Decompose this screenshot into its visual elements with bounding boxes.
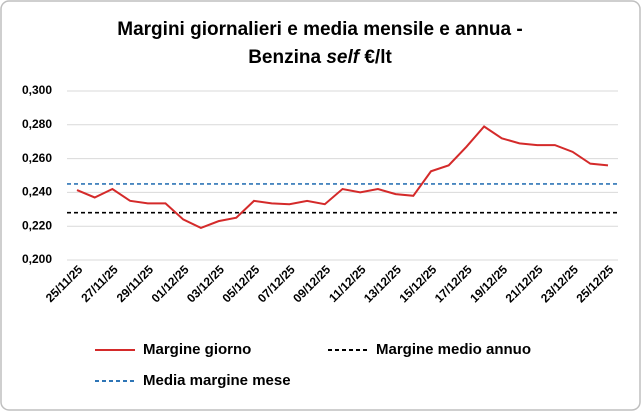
y-tick-label: 0,300 <box>22 83 52 97</box>
legend-label: Margine medio annuo <box>376 341 531 358</box>
y-tick-label: 0,260 <box>22 151 52 165</box>
y-tick-label: 0,200 <box>22 252 52 266</box>
data-line <box>76 125 609 229</box>
title-part: €/lt <box>364 47 392 68</box>
y-tick-label: 0,240 <box>22 185 52 199</box>
legend-label: Media margine mese <box>143 372 291 389</box>
y-tick-label: 0,220 <box>22 218 52 232</box>
title-line: Margini giornalieri e media mensile e an… <box>117 19 522 40</box>
legend-label: Margine giorno <box>143 341 251 358</box>
chart-title: Benzina self €/lt <box>248 47 392 68</box>
chart-title: Margini giornalieri e media mensile e an… <box>117 19 522 40</box>
y-tick-label: 0,280 <box>22 117 52 131</box>
title-part: self <box>326 47 360 68</box>
title-part: Benzina <box>248 47 321 68</box>
